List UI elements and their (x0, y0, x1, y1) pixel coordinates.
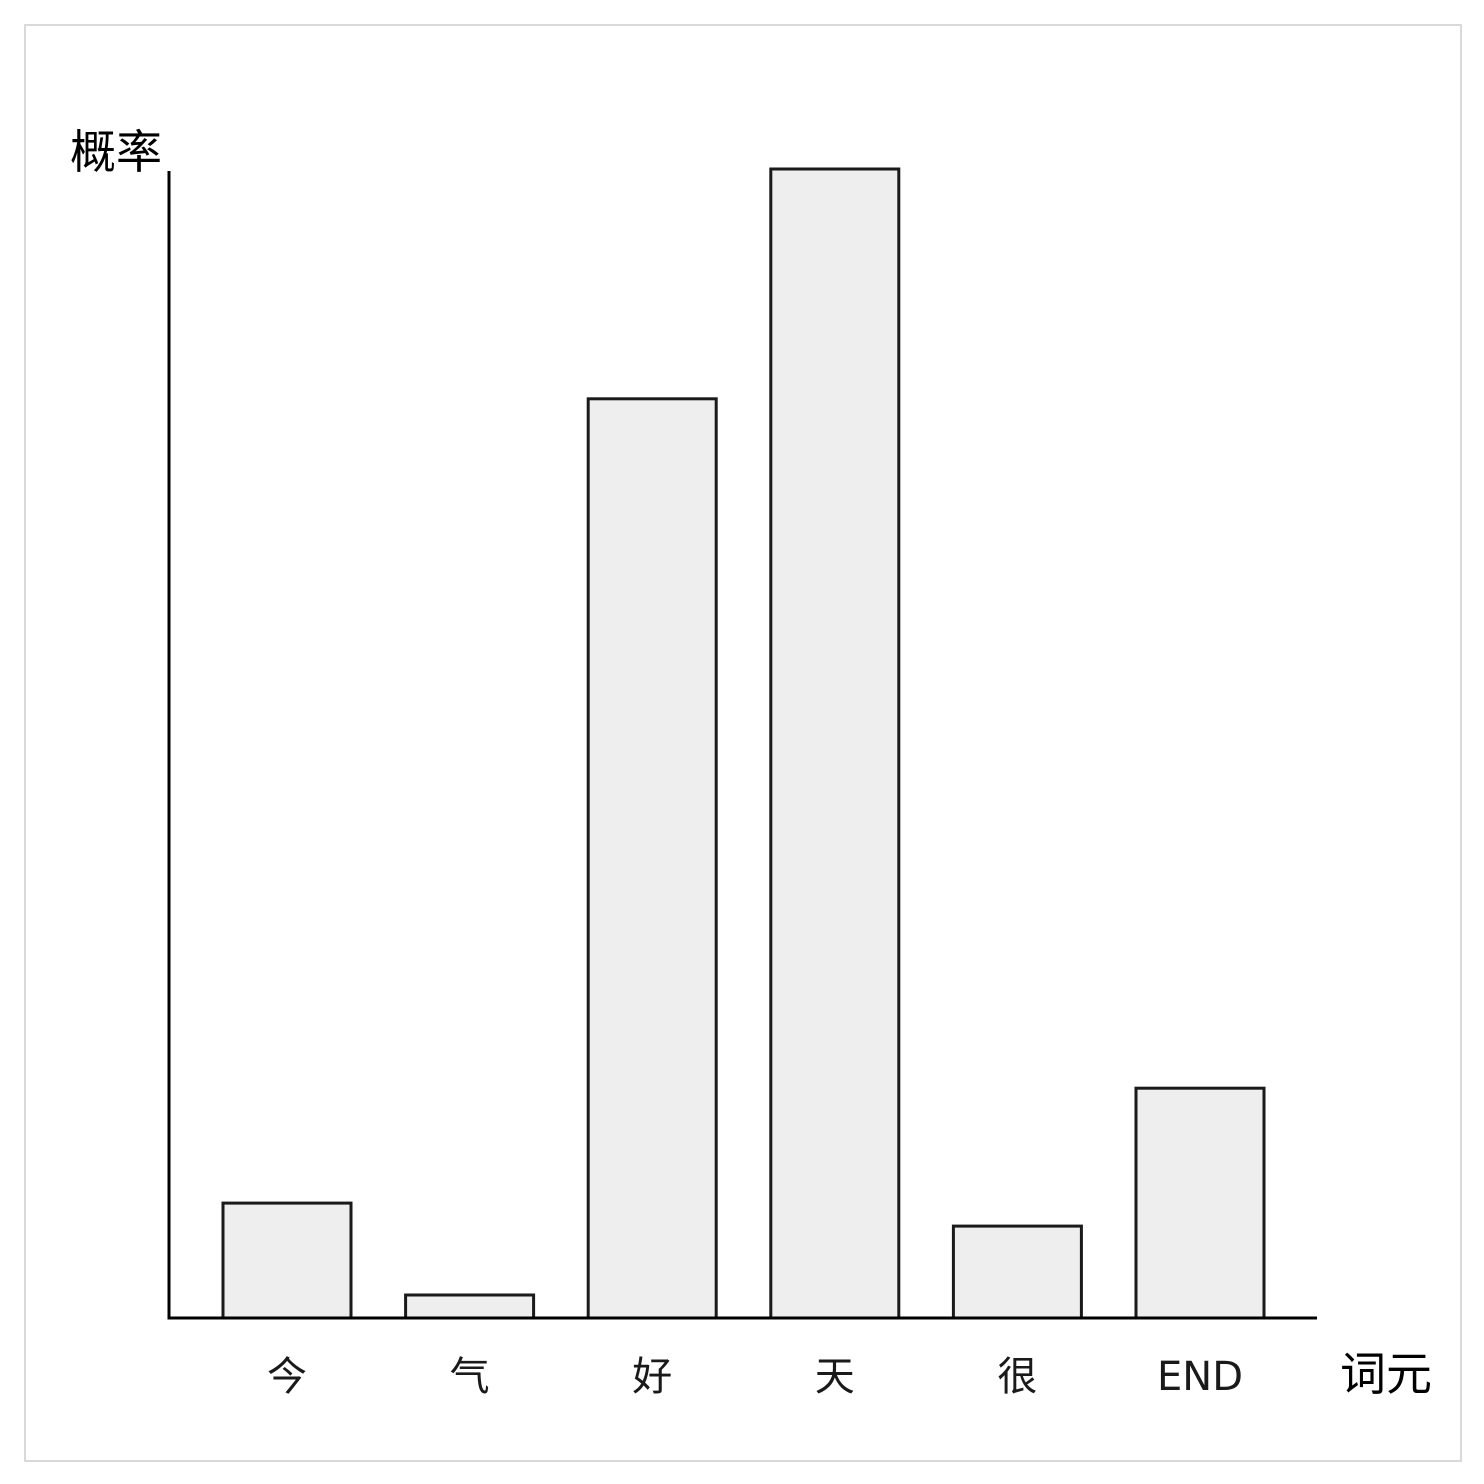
x-tick-labels: 今 气 好 天 很 END (267, 1354, 1243, 1400)
bar-2 (586, 397, 718, 1320)
y-axis-title: 概率 (70, 125, 162, 179)
x-tick-label-5: END (1157, 1354, 1243, 1400)
bar-1 (404, 1293, 536, 1320)
x-tick-label-3: 天 (815, 1354, 855, 1400)
x-tick-label-2: 好 (632, 1354, 672, 1400)
bar-3 (769, 167, 901, 1320)
bar-4 (951, 1224, 1083, 1320)
x-tick-label-4: 很 (997, 1354, 1037, 1400)
bar-5 (1134, 1086, 1266, 1320)
bar-0 (221, 1201, 353, 1320)
x-axis-title: 词元 (1340, 1347, 1432, 1401)
bars-group (221, 167, 1266, 1320)
x-tick-label-1: 气 (450, 1354, 490, 1400)
x-tick-label-0: 今 (267, 1354, 307, 1400)
axes (167, 171, 1317, 1320)
